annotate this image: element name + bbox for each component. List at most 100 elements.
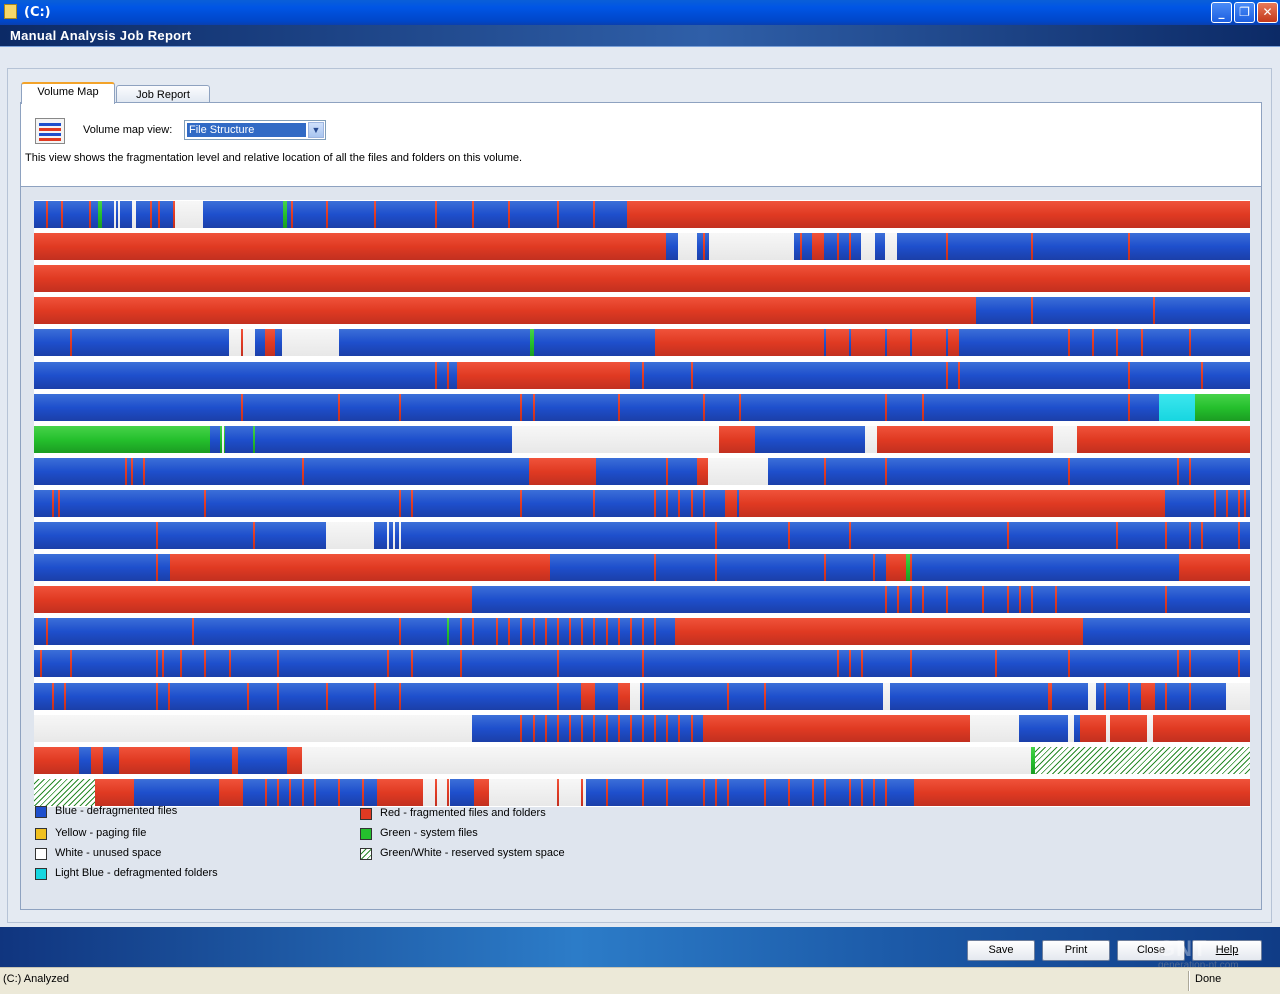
map-stripe-red	[290, 201, 293, 228]
map-segment-red	[1077, 425, 1250, 453]
map-stripe-red	[58, 489, 61, 517]
map-stripe-red	[702, 714, 705, 742]
map-stripe-red	[958, 361, 961, 389]
map-stripe-red	[702, 393, 705, 421]
map-stripe-red	[1164, 522, 1167, 549]
map-stripe-blue	[909, 329, 912, 357]
map-stripe-red	[666, 714, 669, 742]
map-stripe-red	[617, 393, 620, 421]
tab-job-report[interactable]: Job Report	[116, 85, 210, 105]
map-stripe-red	[386, 778, 389, 806]
map-stripe-red	[508, 201, 511, 228]
map-segment-red	[718, 425, 756, 453]
map-segment-green	[1031, 746, 1035, 774]
map-segment-blue	[103, 746, 120, 774]
selected-view: File Structure	[187, 123, 306, 137]
map-segment-white	[325, 522, 375, 549]
print-button[interactable]: Print	[1042, 940, 1110, 961]
map-stripe-red	[690, 489, 693, 517]
volume-map-row	[34, 777, 1250, 807]
map-stripe-red	[885, 586, 888, 614]
map-stripe-red	[885, 457, 888, 485]
minimize-button[interactable]: _	[1211, 2, 1232, 23]
map-stripe-red	[161, 650, 164, 678]
close-button[interactable]: Close	[1117, 940, 1185, 961]
map-segment-blue	[34, 361, 458, 389]
close-window-button[interactable]: ✕	[1257, 2, 1278, 23]
map-segment-red	[1152, 714, 1250, 742]
map-stripe-red	[1164, 586, 1167, 614]
map-segment-blue	[34, 618, 675, 646]
map-stripe-blue	[277, 746, 280, 774]
maximize-button[interactable]: ❐	[1234, 2, 1255, 23]
map-stripe-red	[1031, 586, 1034, 614]
map-stripe-red	[593, 201, 596, 228]
map-stripe-red	[1237, 650, 1240, 678]
map-stripe-red	[593, 618, 596, 646]
map-segment-blue	[593, 682, 618, 710]
map-segment-red	[94, 778, 134, 806]
help-button[interactable]: Help	[1192, 940, 1262, 961]
chevron-down-icon[interactable]: ▼	[308, 122, 324, 138]
map-segment-blue	[1051, 682, 1089, 710]
map-stripe-blue	[885, 329, 888, 357]
map-stripe-red	[654, 618, 657, 646]
map-stripe-red	[1201, 522, 1204, 549]
map-segment-blue	[286, 201, 628, 228]
map-stripe-red	[1128, 393, 1131, 421]
volume-map-view-select[interactable]: File Structure ▼	[184, 120, 326, 140]
map-stripe-red	[1189, 522, 1192, 549]
map-stripe-red	[714, 522, 717, 549]
map-stripe-red	[860, 778, 863, 806]
map-stripe-red	[569, 714, 572, 742]
map-stripe-red	[40, 650, 43, 678]
report-header: Manual Analysis Job Report	[0, 25, 1280, 47]
map-stripe-red	[228, 650, 231, 678]
map-stripe-red	[1091, 714, 1094, 742]
map-stripe-red	[520, 489, 523, 517]
map-stripe-red	[824, 457, 827, 485]
map-stripe-red	[1067, 650, 1070, 678]
legend-label: Light Blue - defragmented folders	[55, 867, 218, 879]
watermark-site: generation-nt.com	[1158, 960, 1239, 971]
map-segment-blue	[449, 778, 475, 806]
map-stripe-red	[946, 361, 948, 389]
map-stripe-red	[172, 201, 175, 228]
tab-volume-map[interactable]: Volume Map	[21, 82, 115, 104]
map-stripe-red	[119, 746, 122, 774]
map-stripe-red	[848, 778, 851, 806]
map-stripe-red	[52, 682, 55, 710]
legend-swatch	[35, 828, 47, 840]
save-button[interactable]: Save	[967, 940, 1035, 961]
map-segment-blue	[34, 457, 529, 485]
status-state: Done	[1195, 973, 1222, 985]
status-bar: (C:) Analyzed Done	[0, 967, 1280, 994]
map-stripe-red	[812, 778, 815, 806]
map-stripe-red	[714, 778, 717, 806]
legend-light-blue: Light Blue - defragmented folders	[35, 867, 355, 883]
map-stripe-red	[374, 201, 377, 228]
map-segment-red	[812, 233, 825, 261]
volume-map-row	[34, 392, 1250, 422]
map-stripe-red	[1164, 682, 1167, 710]
map-stripe-red	[593, 489, 596, 517]
map-segment-blue	[1095, 682, 1141, 710]
map-stripe-red	[824, 554, 827, 582]
map-segment-blue	[622, 778, 915, 806]
map-segment-blue	[586, 778, 623, 806]
map-segment-white	[1225, 682, 1250, 710]
map-stripe-red	[909, 554, 912, 582]
map-segment-green	[34, 425, 211, 453]
map-stripe-red	[265, 778, 268, 806]
map-segment-blue	[34, 393, 1159, 421]
map-stripe-red	[313, 778, 316, 806]
legend-swatch	[360, 848, 372, 860]
map-segment-white	[1067, 714, 1074, 742]
map-stripe-red	[1128, 682, 1131, 710]
map-stripe-red	[301, 778, 304, 806]
map-stripe-red	[909, 650, 912, 678]
map-segment-red	[34, 265, 1250, 293]
map-stripe-red	[702, 233, 705, 261]
map-segment-red	[34, 297, 977, 325]
map-stripe-red	[435, 361, 438, 389]
